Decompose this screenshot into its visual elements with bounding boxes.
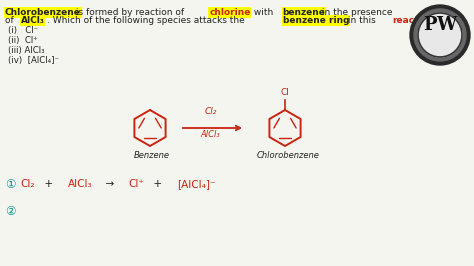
- Text: +: +: [38, 179, 60, 189]
- Text: Chlorobenzene: Chlorobenzene: [5, 8, 81, 17]
- Text: reaction: reaction: [392, 16, 435, 25]
- Text: AlCl₃: AlCl₃: [201, 130, 220, 139]
- Text: (i)   Cl⁻: (i) Cl⁻: [8, 26, 38, 35]
- Text: with: with: [251, 8, 276, 17]
- Text: ①: ①: [5, 178, 16, 191]
- Circle shape: [418, 13, 462, 57]
- Text: AlCl₃: AlCl₃: [21, 16, 45, 25]
- Text: Benzene: Benzene: [134, 151, 170, 160]
- Text: AlCl₃: AlCl₃: [68, 179, 93, 189]
- Text: Cl⁺: Cl⁺: [129, 179, 145, 189]
- Text: ②: ②: [5, 205, 16, 218]
- Text: chlorine: chlorine: [209, 8, 251, 17]
- Text: Chlorobenzene: Chlorobenzene: [257, 151, 320, 160]
- Text: in this: in this: [346, 16, 379, 25]
- Text: Cl₂: Cl₂: [20, 179, 35, 189]
- Text: . Which of the following species attacks the: . Which of the following species attacks…: [47, 16, 247, 25]
- Text: in the presence: in the presence: [319, 8, 392, 17]
- Text: Cl₂: Cl₂: [204, 107, 217, 116]
- Text: benzene: benzene: [283, 8, 325, 17]
- Text: benzene ring: benzene ring: [283, 16, 349, 25]
- Text: [AlCl₄]⁻: [AlCl₄]⁻: [177, 179, 216, 189]
- Text: Cl: Cl: [281, 88, 290, 97]
- Circle shape: [414, 9, 466, 61]
- Text: ?: ?: [434, 16, 439, 25]
- Text: +: +: [147, 179, 168, 189]
- Text: (iii) AlCl₃: (iii) AlCl₃: [8, 46, 45, 55]
- Text: of: of: [5, 16, 17, 25]
- Text: P: P: [423, 16, 437, 34]
- Circle shape: [410, 5, 470, 65]
- Text: W: W: [436, 16, 456, 34]
- Text: (iv)  [AlCl₄]⁻: (iv) [AlCl₄]⁻: [8, 56, 59, 65]
- Text: (ii)  Cl⁺: (ii) Cl⁺: [8, 36, 38, 45]
- Text: →: →: [99, 179, 120, 189]
- Text: is formed by reaction of: is formed by reaction of: [73, 8, 187, 17]
